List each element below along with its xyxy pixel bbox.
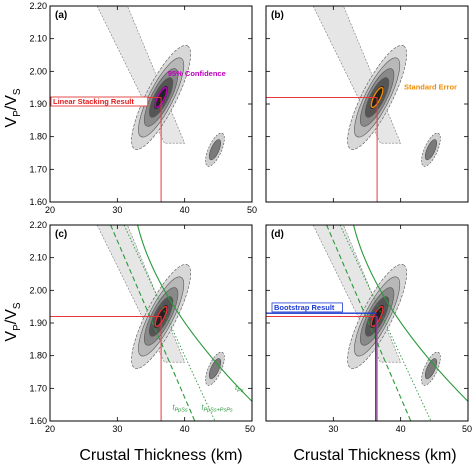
annotation-label: Bootstrap Result [274, 303, 335, 312]
y-tick-label: 2.00 [29, 285, 47, 295]
x-tick-label: 40 [180, 424, 190, 434]
annotation-label: Standard Error [404, 82, 457, 91]
y-axis-title-bottom: VP/VS [3, 302, 23, 341]
panel-label: (c) [55, 229, 67, 240]
phase-label: tPs [235, 385, 244, 394]
annotation-box [50, 96, 149, 107]
y-tick-label: 1.60 [29, 197, 47, 207]
y-tick-label: 2.00 [29, 66, 47, 76]
panel-b: (b) Standard Error [265, 5, 469, 203]
panel-label: (b) [271, 10, 284, 21]
x-tick-label: 40 [396, 424, 406, 434]
y-tick-label: 1.80 [29, 132, 47, 142]
contour-ring [208, 358, 221, 380]
y-title-slash: /V [3, 309, 20, 324]
uncertainty-ellipse [370, 305, 384, 328]
x-tick-label: 50 [245, 424, 255, 434]
y-axis-title-top: VP/VS [3, 88, 23, 127]
y-title-slash: /V [3, 95, 20, 110]
phase-label: tPpSs+PsPs [202, 405, 233, 414]
x-tick-label: 20 [45, 205, 55, 215]
contour-ring [424, 139, 437, 161]
x-tick-label: 20 [45, 424, 55, 434]
y-tick-label: 1.80 [29, 351, 47, 361]
plot-area [266, 6, 468, 202]
annotation-label: 95% Confidence [168, 69, 226, 78]
panel-label: (a) [55, 10, 67, 21]
secondary-peak [421, 132, 441, 167]
contour-ring [208, 139, 221, 161]
y-title-sub-p: P [12, 324, 23, 331]
y-tick-label: 2.20 [29, 1, 47, 11]
uncertainty-ellipse [370, 86, 384, 109]
y-title-sub-p: P [12, 110, 23, 117]
y-tick-label: 2.10 [29, 253, 47, 263]
ppss-psps-curve [339, 225, 432, 421]
y-tick-label: 1.70 [29, 383, 47, 393]
panel-c: 20 30 40 50 1.60 1.70 1.80 1.90 2.00 2.10 2.20 (c) t… [29, 220, 255, 434]
x-axis-title-right: Crustal Thickness (km) [293, 447, 456, 464]
ps-curve [136, 225, 252, 402]
x-tick-label: 50 [462, 424, 472, 434]
x-tick-label: 30 [112, 424, 122, 434]
x-tick-label: 40 [180, 205, 190, 215]
panel-a: 20 30 40 50 1.60 1.70 1.80 1.90 2.00 2.10 2.20 (a) 9… [29, 1, 257, 215]
y-tick-label: 1.60 [29, 416, 47, 426]
phase-label: tPpSs [173, 405, 188, 414]
plot-area [50, 6, 252, 202]
ps-curve [352, 225, 468, 402]
y-title-v: V [3, 331, 20, 342]
x-tick-label: 30 [328, 424, 338, 434]
ppss-psps-curve [123, 225, 216, 421]
y-tick-label: 2.20 [29, 220, 47, 230]
panel-label: (d) [271, 229, 284, 240]
y-title-sub-s: S [12, 88, 23, 95]
plot-area [266, 225, 468, 421]
secondary-peak [205, 132, 225, 167]
x-tick-label: 30 [112, 205, 122, 215]
secondary-peak [205, 351, 225, 386]
y-title-v: V [3, 117, 20, 128]
y-tick-label: 1.70 [29, 164, 47, 174]
svg-text:VP/VS: VP/VS [3, 88, 23, 127]
y-title-sub-s: S [12, 302, 23, 309]
y-tick-label: 1.90 [29, 99, 47, 109]
x-tick-label: 50 [247, 205, 257, 215]
ppss-curve [326, 225, 412, 421]
annotation-box [271, 302, 343, 313]
secondary-peak [421, 351, 441, 386]
svg-text:VP/VS: VP/VS [3, 302, 23, 341]
uncertainty-ellipse [154, 305, 168, 328]
plot-area [50, 225, 252, 421]
uncertainty-ellipse [154, 86, 168, 109]
ppss-curve [110, 225, 196, 421]
x-axis-title-left: Crustal Thickness (km) [79, 447, 242, 464]
annotation-label: Linear Stacking Result [53, 97, 134, 106]
y-tick-label: 2.10 [29, 34, 47, 44]
contour-ring [424, 358, 437, 380]
y-tick-label: 1.90 [29, 318, 47, 328]
panel-d: 30 40 50 (d) Bootstrap Result [265, 224, 472, 434]
